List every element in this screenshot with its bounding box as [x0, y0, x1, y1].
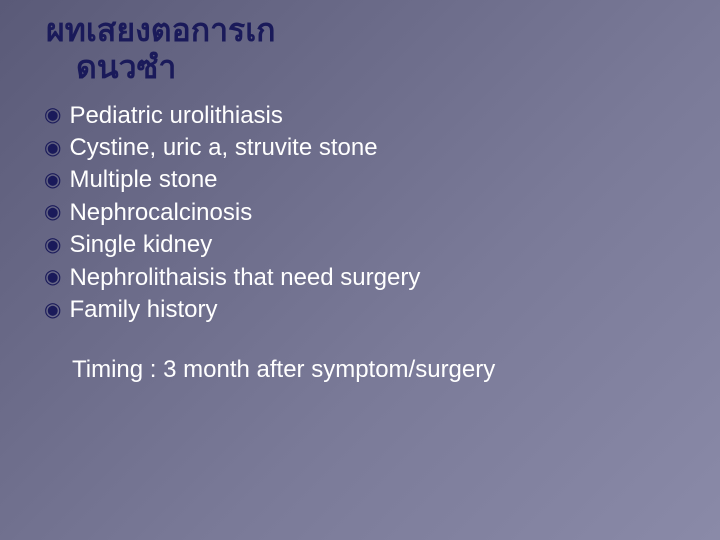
bullet-icon: ◉: [44, 264, 61, 291]
list-item-text: Multiple stone: [69, 164, 217, 196]
list-item: ◉ Nephrolithaisis that need surgery: [44, 262, 680, 294]
slide-title: ผทเสยงตอการเก ดนวซำ: [46, 12, 680, 86]
footer-text: Timing : 3 month after symptom/surgery: [72, 356, 680, 384]
list-item-text: Nephrolithaisis that need surgery: [69, 262, 420, 294]
list-item: ◉ Cystine, uric a, struvite stone: [44, 132, 680, 164]
list-item-text: Cystine, uric a, struvite stone: [69, 132, 377, 164]
list-item-text: Pediatric urolithiasis: [69, 100, 282, 132]
list-item: ◉ Single kidney: [44, 229, 680, 261]
list-item: ◉ Nephrocalcinosis: [44, 197, 680, 229]
bullet-icon: ◉: [44, 232, 61, 259]
bullet-list: ◉ Pediatric urolithiasis ◉ Cystine, uric…: [44, 100, 680, 327]
bullet-icon: ◉: [44, 102, 61, 129]
bullet-icon: ◉: [44, 167, 61, 194]
list-item-text: Single kidney: [69, 229, 212, 261]
bullet-icon: ◉: [44, 199, 61, 226]
list-item: ◉ Pediatric urolithiasis: [44, 100, 680, 132]
list-item: ◉ Multiple stone: [44, 164, 680, 196]
title-line-1: ผทเสยงตอการเก: [46, 12, 680, 49]
list-item-text: Nephrocalcinosis: [69, 197, 252, 229]
list-item: ◉ Family history: [44, 294, 680, 326]
slide-container: ผทเสยงตอการเก ดนวซำ ◉ Pediatric urolithi…: [0, 0, 720, 540]
bullet-icon: ◉: [44, 297, 61, 324]
bullet-icon: ◉: [44, 135, 61, 162]
title-line-2: ดนวซำ: [76, 49, 680, 86]
list-item-text: Family history: [69, 294, 217, 326]
